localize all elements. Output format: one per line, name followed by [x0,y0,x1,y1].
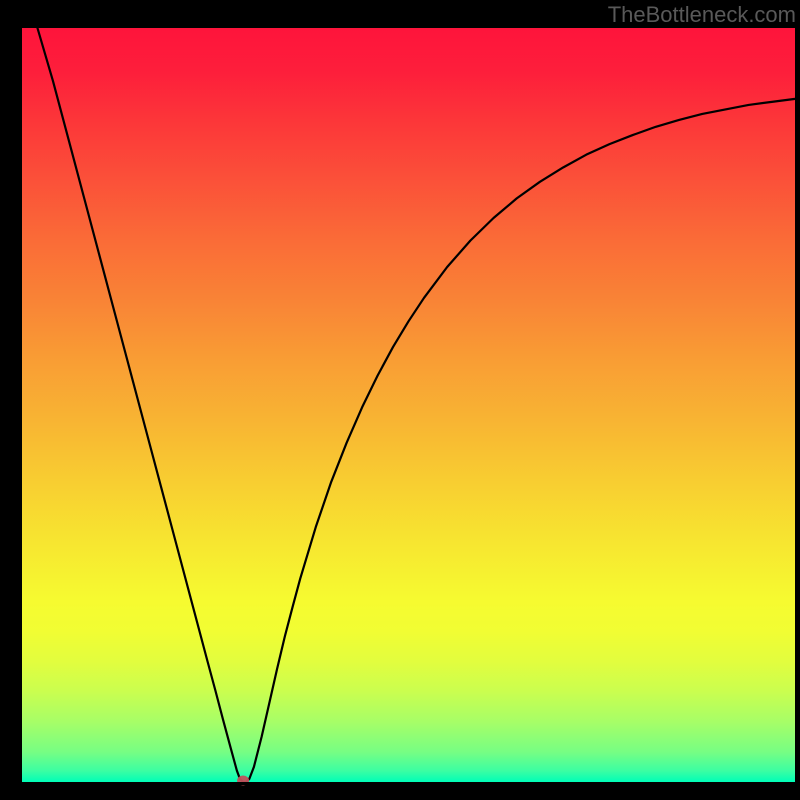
watermark-text: TheBottleneck.com [608,2,796,27]
plot-area [22,28,795,782]
chart-svg: TheBottleneck.com [0,0,800,800]
bottleneck-curve-chart: TheBottleneck.com [0,0,800,800]
